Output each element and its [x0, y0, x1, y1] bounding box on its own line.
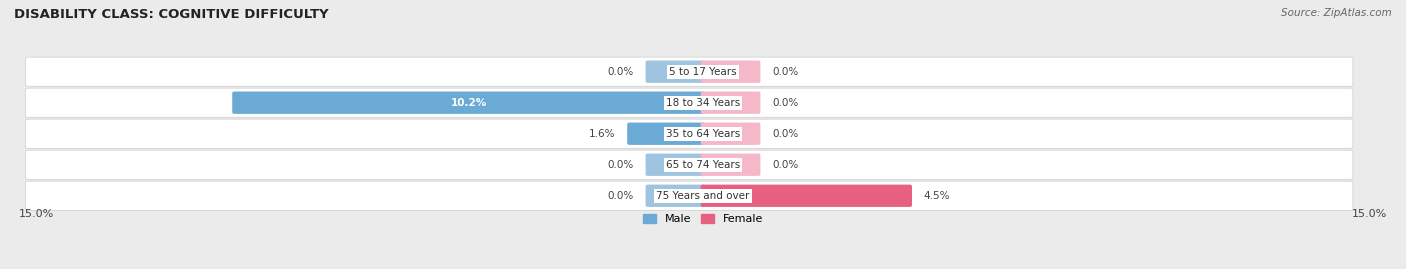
FancyBboxPatch shape	[700, 185, 912, 207]
Text: 10.2%: 10.2%	[451, 98, 486, 108]
FancyBboxPatch shape	[25, 150, 1353, 179]
Text: 0.0%: 0.0%	[607, 191, 634, 201]
FancyBboxPatch shape	[700, 61, 761, 83]
Text: 35 to 64 Years: 35 to 64 Years	[666, 129, 740, 139]
FancyBboxPatch shape	[627, 123, 706, 145]
Text: 15.0%: 15.0%	[1353, 209, 1388, 219]
FancyBboxPatch shape	[25, 88, 1353, 117]
Text: 0.0%: 0.0%	[772, 98, 799, 108]
Text: 0.0%: 0.0%	[772, 160, 799, 170]
FancyBboxPatch shape	[232, 91, 706, 114]
Text: 15.0%: 15.0%	[18, 209, 53, 219]
FancyBboxPatch shape	[645, 61, 706, 83]
FancyBboxPatch shape	[25, 57, 1353, 86]
FancyBboxPatch shape	[700, 154, 761, 176]
Text: 1.6%: 1.6%	[589, 129, 616, 139]
Text: 0.0%: 0.0%	[772, 67, 799, 77]
FancyBboxPatch shape	[700, 123, 761, 145]
FancyBboxPatch shape	[25, 181, 1353, 210]
FancyBboxPatch shape	[700, 91, 761, 114]
Text: 0.0%: 0.0%	[772, 129, 799, 139]
Text: 0.0%: 0.0%	[607, 67, 634, 77]
Legend: Male, Female: Male, Female	[638, 210, 768, 229]
Text: 18 to 34 Years: 18 to 34 Years	[666, 98, 740, 108]
Text: 75 Years and over: 75 Years and over	[657, 191, 749, 201]
Text: Source: ZipAtlas.com: Source: ZipAtlas.com	[1281, 8, 1392, 18]
Text: 65 to 74 Years: 65 to 74 Years	[666, 160, 740, 170]
Text: 0.0%: 0.0%	[607, 160, 634, 170]
FancyBboxPatch shape	[645, 154, 706, 176]
Text: DISABILITY CLASS: COGNITIVE DIFFICULTY: DISABILITY CLASS: COGNITIVE DIFFICULTY	[14, 8, 329, 21]
FancyBboxPatch shape	[645, 185, 706, 207]
Text: 5 to 17 Years: 5 to 17 Years	[669, 67, 737, 77]
FancyBboxPatch shape	[25, 119, 1353, 148]
Text: 4.5%: 4.5%	[924, 191, 950, 201]
